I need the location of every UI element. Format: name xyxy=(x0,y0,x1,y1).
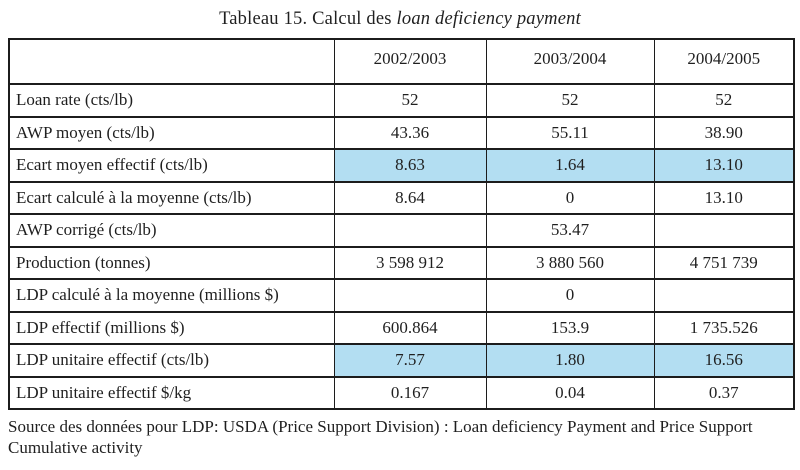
cell-value: 3 598 912 xyxy=(333,245,487,280)
cell-value: 153.9 xyxy=(485,310,655,345)
cell-value xyxy=(653,278,795,313)
row-label: LDP calculé à la moyenne (millions $) xyxy=(8,278,335,313)
cell-value xyxy=(333,213,487,248)
cell-value: 38.90 xyxy=(653,115,795,150)
row-label: Production (tonnes) xyxy=(8,245,335,280)
cell-value: 0.04 xyxy=(485,375,655,410)
row-label: Ecart moyen effectif (cts/lb) xyxy=(8,148,335,183)
cell-value: 53.47 xyxy=(485,213,655,248)
cell-value: 52 xyxy=(485,83,655,118)
row-label: Ecart calculé à la moyenne (cts/lb) xyxy=(8,180,335,215)
header-row: 2002/2003 2003/2004 2004/2005 xyxy=(8,38,795,85)
cell-value: 0 xyxy=(485,180,655,215)
row-label: AWP moyen (cts/lb) xyxy=(8,115,335,150)
header-year-2003-2004: 2003/2004 xyxy=(485,38,655,85)
ldp-calculation-table: 2002/2003 2003/2004 2004/2005 Loan rate … xyxy=(8,38,795,410)
header-year-2002-2003: 2002/2003 xyxy=(333,38,487,85)
cell-value-highlighted: 7.57 xyxy=(333,343,487,378)
table-row: Ecart calculé à la moyenne (cts/lb) 8.64… xyxy=(8,180,795,215)
table-caption-prefix: Tableau 15. Calcul des xyxy=(219,9,397,29)
cell-value: 13.10 xyxy=(653,180,795,215)
table-row: Loan rate (cts/lb) 52 52 52 xyxy=(8,83,795,118)
cell-value-highlighted: 16.56 xyxy=(653,343,795,378)
cell-value: 52 xyxy=(333,83,487,118)
cell-value: 55.11 xyxy=(485,115,655,150)
row-label: LDP unitaire effectif $/kg xyxy=(8,375,335,410)
table-row-highlighted: LDP unitaire effectif (cts/lb) 7.57 1.80… xyxy=(8,343,795,378)
table-row: LDP unitaire effectif $/kg 0.167 0.04 0.… xyxy=(8,375,795,410)
cell-value xyxy=(333,278,487,313)
table-caption: Tableau 15. Calcul des loan deficiency p… xyxy=(0,9,800,30)
cell-value xyxy=(653,213,795,248)
table-row-highlighted: Ecart moyen effectif (cts/lb) 8.63 1.64 … xyxy=(8,148,795,183)
table-caption-italic-term: loan deficiency payment xyxy=(396,9,581,29)
row-label: AWP corrigé (cts/lb) xyxy=(8,213,335,248)
cell-value: 3 880 560 xyxy=(485,245,655,280)
row-label: LDP unitaire effectif (cts/lb) xyxy=(8,343,335,378)
table-row: AWP moyen (cts/lb) 43.36 55.11 38.90 xyxy=(8,115,795,150)
cell-value: 4 751 739 xyxy=(653,245,795,280)
cell-value: 52 xyxy=(653,83,795,118)
row-label: LDP effectif (millions $) xyxy=(8,310,335,345)
header-year-2004-2005: 2004/2005 xyxy=(653,38,795,85)
table-row: Production (tonnes) 3 598 912 3 880 560 … xyxy=(8,245,795,280)
cell-value: 1 735.526 xyxy=(653,310,795,345)
cell-value-highlighted: 1.80 xyxy=(485,343,655,378)
table-row: LDP calculé à la moyenne (millions $) 0 xyxy=(8,278,795,313)
cell-value: 0.167 xyxy=(333,375,487,410)
cell-value: 0.37 xyxy=(653,375,795,410)
table-row: LDP effectif (millions $) 600.864 153.9 … xyxy=(8,310,795,345)
cell-value: 600.864 xyxy=(333,310,487,345)
cell-value-highlighted: 1.64 xyxy=(485,148,655,183)
table-row: AWP corrigé (cts/lb) 53.47 xyxy=(8,213,795,248)
cell-value-highlighted: 13.10 xyxy=(653,148,795,183)
cell-value: 8.64 xyxy=(333,180,487,215)
scanned-paper-page: Tableau 15. Calcul des loan deficiency p… xyxy=(0,9,800,470)
row-label: Loan rate (cts/lb) xyxy=(8,83,335,118)
header-empty-cell xyxy=(8,38,335,85)
cell-value: 0 xyxy=(485,278,655,313)
cell-value: 43.36 xyxy=(333,115,487,150)
source-note: Source des données pour LDP: USDA (Price… xyxy=(8,417,753,457)
cell-value-highlighted: 8.63 xyxy=(333,148,487,183)
